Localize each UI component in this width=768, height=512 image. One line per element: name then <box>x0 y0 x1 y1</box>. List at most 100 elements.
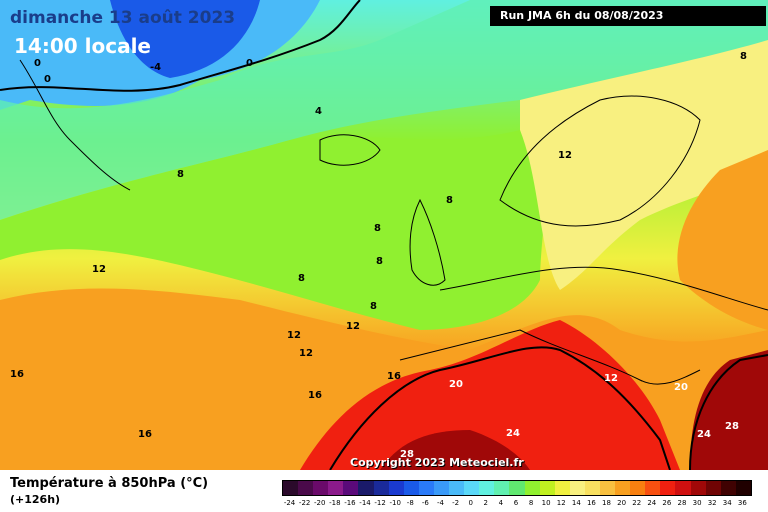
legend-label: 36 <box>737 499 747 507</box>
legend-swatch <box>328 481 344 495</box>
legend-swatch <box>388 481 404 495</box>
lead-time: (+126h) <box>10 493 61 506</box>
contour-label: 0 <box>34 58 41 69</box>
legend-label: -14 <box>359 499 371 507</box>
contour-label: 8 <box>298 273 305 284</box>
legend-swatch <box>343 481 359 495</box>
legend-swatch <box>690 481 706 495</box>
legend-label: 20 <box>617 499 627 507</box>
legend-label: 22 <box>632 499 642 507</box>
legend-label: -22 <box>298 499 311 507</box>
legend-label: 16 <box>586 499 596 507</box>
contour-label: 12 <box>92 264 106 275</box>
coastline-greenland <box>19 59 131 191</box>
legend-label: 30 <box>692 499 702 507</box>
legend-label: 32 <box>707 499 717 507</box>
legend-swatch <box>418 481 434 495</box>
contour-label: -4 <box>150 62 161 73</box>
legend-label: -18 <box>329 499 341 507</box>
legend-swatch <box>630 481 646 495</box>
legend-label: 18 <box>602 499 611 507</box>
legend-label: 14 <box>571 499 581 507</box>
legend-label: 4 <box>498 499 504 507</box>
legend-label: -2 <box>452 499 460 507</box>
legend-label: -10 <box>389 499 401 507</box>
contour-label: 0 <box>246 58 253 69</box>
coastline-scandinavia <box>499 95 701 227</box>
contour-label: 8 <box>376 256 383 267</box>
contour-label: 12 <box>346 321 360 332</box>
legend-label: -20 <box>314 499 326 507</box>
legend-swatch <box>524 481 540 495</box>
legend-swatch <box>705 481 721 495</box>
legend-label: 6 <box>513 499 519 507</box>
contour-label: 16 <box>138 429 152 440</box>
legend-swatch <box>464 481 480 495</box>
legend-swatch <box>660 481 676 495</box>
legend-label: 26 <box>662 499 672 507</box>
legend-swatch <box>645 481 661 495</box>
legend-swatch <box>509 481 525 495</box>
contour-label: 4 <box>315 106 322 117</box>
contour-label: 8 <box>740 51 747 62</box>
contour-label: 20 <box>449 379 463 390</box>
contour-label: 8 <box>177 169 184 180</box>
contour-label: 16 <box>308 390 322 401</box>
legend-swatch <box>539 481 555 495</box>
variable-title: Température à 850hPa (°C) <box>10 476 209 491</box>
legend-swatch <box>615 481 631 495</box>
coastline-iceland <box>319 134 381 166</box>
legend-swatch <box>554 481 570 495</box>
contour-label: 8 <box>374 223 381 234</box>
legend-swatch <box>403 481 419 495</box>
contour-label: 20 <box>674 382 688 393</box>
legend-swatch <box>584 481 600 495</box>
legend-swatch <box>313 481 329 495</box>
legend-label: 8 <box>528 499 534 507</box>
legend-label: -16 <box>344 499 356 507</box>
legend-swatch <box>720 481 736 495</box>
legend-label: 2 <box>483 499 488 507</box>
hot-zone-core <box>380 430 530 470</box>
legend-swatch <box>449 481 465 495</box>
legend-label: 28 <box>677 499 687 507</box>
run-info: Run JMA 6h du 08/08/2023 <box>490 6 766 26</box>
contour-label: 24 <box>506 428 520 439</box>
contour-label: 16 <box>10 369 24 380</box>
legend-label: 10 <box>541 499 551 507</box>
hot-zone-mediterranean <box>300 320 680 470</box>
forecast-time: 14:00 locale <box>14 34 151 58</box>
legend-swatch <box>479 481 495 495</box>
legend-label: 24 <box>647 499 657 507</box>
contour-label: 0 <box>44 74 51 85</box>
contour-label: 12 <box>299 348 313 359</box>
contour-label: 8 <box>446 195 453 206</box>
copyright: Copyright 2023 Meteociel.fr <box>350 456 524 469</box>
legend-swatch <box>675 481 691 495</box>
isotherm-0 <box>0 0 361 92</box>
isotherm-20 <box>329 346 671 470</box>
temperature-map: 0 0 -4 0 4 8 8 8 8 12 12 8 8 12 12 12 16… <box>0 0 768 470</box>
legend-labels: -24 -22 -20 -18 -16 -14 -12 -10 -8 -6 -4 -2 0 2 4 6 8 10 1… <box>282 499 750 511</box>
legend-label: 12 <box>556 499 566 507</box>
legend-swatch <box>569 481 585 495</box>
coastline-europe <box>399 266 768 385</box>
forecast-date: dimanche 13 août 2023 <box>10 8 236 28</box>
contour-label: 28 <box>400 449 414 460</box>
legend-swatch <box>599 481 616 495</box>
legend-swatch <box>358 481 374 495</box>
legend-label: 34 <box>722 499 732 507</box>
legend-label: -4 <box>436 499 444 507</box>
legend-swatch <box>433 481 450 495</box>
legend-label: 0 <box>468 499 473 507</box>
contour-label: 28 <box>725 421 739 432</box>
contour-label: 12 <box>604 373 618 384</box>
cold-zone-core <box>110 0 260 78</box>
cool-zone-cyan <box>0 0 768 220</box>
hot-zone-east <box>690 350 768 470</box>
legend-swatch <box>283 481 299 495</box>
legend-swatch <box>373 481 389 495</box>
color-legend <box>282 480 752 496</box>
isotherm-20-east <box>689 354 768 470</box>
